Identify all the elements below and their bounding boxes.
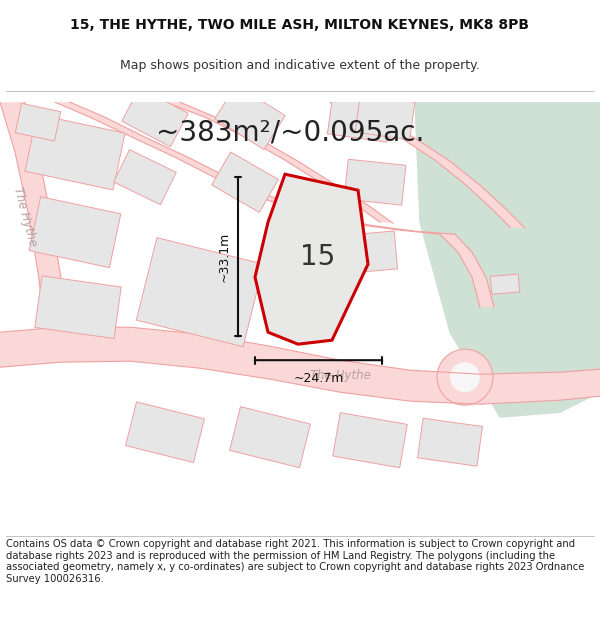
Polygon shape bbox=[440, 234, 494, 307]
Polygon shape bbox=[16, 103, 61, 141]
Polygon shape bbox=[122, 88, 188, 147]
Text: 15, THE HYTHE, TWO MILE ASH, MILTON KEYNES, MK8 8PB: 15, THE HYTHE, TWO MILE ASH, MILTON KEYN… bbox=[71, 18, 530, 32]
Polygon shape bbox=[29, 197, 121, 268]
Circle shape bbox=[450, 362, 480, 392]
Polygon shape bbox=[255, 174, 368, 344]
Polygon shape bbox=[165, 102, 393, 223]
Polygon shape bbox=[415, 102, 600, 418]
Text: ~33.1m: ~33.1m bbox=[218, 231, 231, 282]
Text: Contains OS data © Crown copyright and database right 2021. This information is : Contains OS data © Crown copyright and d… bbox=[6, 539, 584, 584]
Polygon shape bbox=[215, 85, 285, 149]
Polygon shape bbox=[490, 274, 520, 294]
Polygon shape bbox=[332, 412, 407, 468]
Text: The Hythe: The Hythe bbox=[310, 369, 370, 382]
Polygon shape bbox=[35, 276, 121, 339]
Polygon shape bbox=[0, 328, 600, 404]
Polygon shape bbox=[136, 238, 263, 347]
Polygon shape bbox=[330, 102, 525, 228]
Polygon shape bbox=[343, 231, 398, 273]
Text: ~24.7m: ~24.7m bbox=[293, 372, 344, 385]
Polygon shape bbox=[212, 152, 278, 213]
Polygon shape bbox=[344, 159, 406, 205]
Circle shape bbox=[437, 349, 493, 405]
Polygon shape bbox=[328, 92, 392, 142]
Polygon shape bbox=[25, 114, 125, 190]
Polygon shape bbox=[418, 418, 482, 466]
Polygon shape bbox=[230, 407, 310, 468]
Text: The Hythe: The Hythe bbox=[11, 186, 39, 248]
Text: 15: 15 bbox=[301, 243, 335, 271]
Polygon shape bbox=[125, 402, 205, 462]
Polygon shape bbox=[55, 102, 455, 234]
Text: Map shows position and indicative extent of the property.: Map shows position and indicative extent… bbox=[120, 59, 480, 72]
Polygon shape bbox=[0, 102, 68, 328]
Polygon shape bbox=[114, 149, 176, 205]
Polygon shape bbox=[355, 94, 415, 140]
Text: ~383m²/~0.095ac.: ~383m²/~0.095ac. bbox=[156, 118, 424, 146]
